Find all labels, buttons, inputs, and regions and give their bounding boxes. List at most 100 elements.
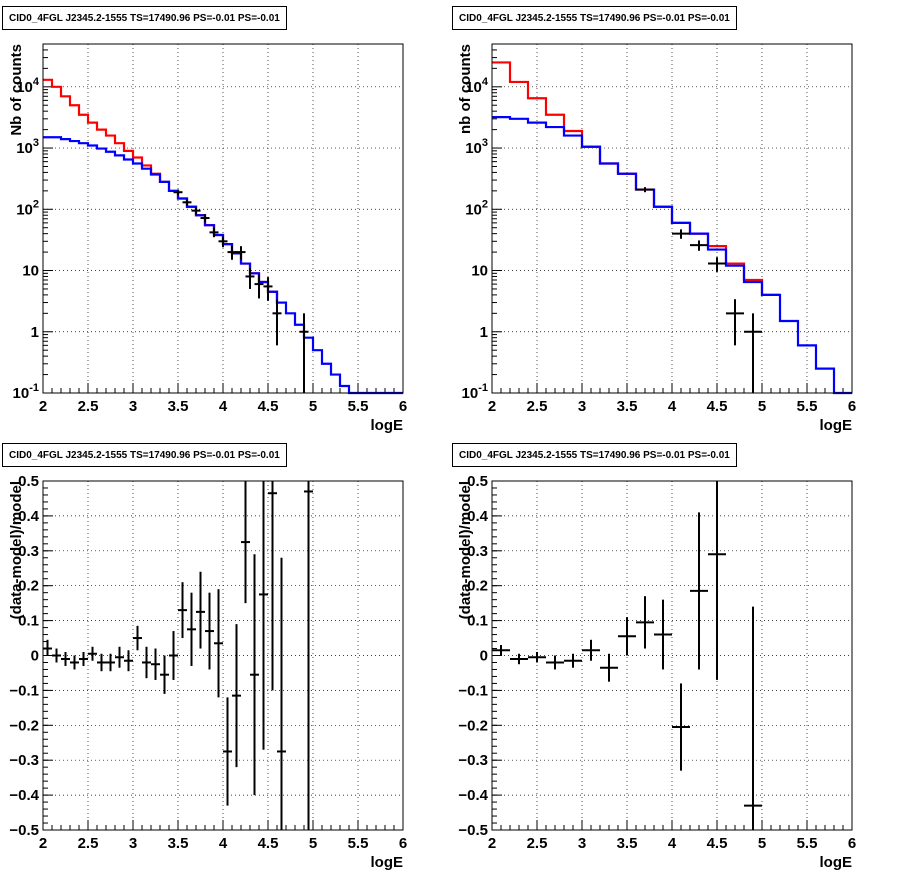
data-point (272, 299, 282, 346)
residual-plot-fine: 2 2.5 3 3.5 4 4.5 5 5.5 6 −0.5 −0.4 −0.3 −0.2 −0.1 0 0.… (8, 473, 407, 871)
x-tick-label: 5.5 (797, 398, 818, 415)
y-tick-label: 103 (465, 137, 488, 157)
data-point (259, 481, 268, 750)
data-point (245, 267, 255, 289)
data-point (70, 655, 79, 670)
x-tick-labels: 2 2.5 3 3.5 4 4.5 5 5.5 6 (39, 398, 407, 415)
y-tick-label: 0.4 (18, 508, 40, 525)
data-point (510, 653, 528, 665)
y-tick-label: 0.3 (18, 543, 39, 560)
data-point (191, 207, 201, 215)
y-tick-label: −0.1 (9, 682, 39, 699)
data-point (277, 557, 286, 830)
x-tick-label: 4 (668, 835, 677, 852)
x-tick-label: 6 (399, 398, 407, 415)
x-tick-label: 3.5 (168, 398, 189, 415)
x-tick-label: 5 (758, 398, 766, 415)
y-tick-label: −0.3 (458, 752, 488, 769)
x-tick-label: 4 (668, 398, 677, 415)
data-point (492, 645, 510, 656)
x-tick-label: 3 (129, 398, 137, 415)
x-tick-label: 3.5 (617, 398, 638, 415)
y-tick-label: −0.4 (458, 787, 488, 804)
y-tick-label: 0.3 (467, 543, 488, 560)
data-point (124, 650, 133, 672)
y-tick-label: 103 (16, 137, 39, 157)
data-points (492, 481, 762, 830)
data-point (744, 606, 762, 830)
y-tick-exponent: -1 (29, 382, 39, 394)
data-point (43, 639, 52, 656)
y-tick-base: 10 (465, 140, 482, 157)
panel-3-title: CID0_4FGL J2345.2-1555 TS=17490.96 PS=-0… (2, 443, 287, 467)
y-axis-title: nb of counts (457, 44, 474, 134)
data-point (223, 697, 232, 806)
x-tick-label: 6 (848, 398, 856, 415)
x-tick-label: 4.5 (707, 835, 728, 852)
data-point (182, 199, 192, 206)
data-point (133, 625, 142, 651)
panel-2-title: CID0_4FGL J2345.2-1555 TS=17490.96 PS=-0… (452, 6, 737, 30)
x-axis-title: logE (371, 417, 404, 434)
x-tick-label: 4.5 (258, 835, 279, 852)
x-tick-label: 3 (129, 835, 137, 852)
y-tick-label: −0.5 (458, 822, 488, 839)
data-point (151, 648, 160, 680)
data-point (187, 592, 196, 666)
y-tick-label: 0.5 (467, 473, 488, 490)
x-tick-label: 2.5 (78, 835, 99, 852)
y-tick-label: 0.2 (467, 578, 488, 595)
y-tick-label: 0.1 (467, 613, 488, 630)
x-tick-labels: 2 2.5 3 3.5 4 4.5 5 5.5 6 (488, 398, 856, 415)
data-point (236, 246, 246, 260)
x-tick-label: 4 (219, 398, 228, 415)
y-tick-label: 0.2 (18, 578, 39, 595)
grid (43, 481, 403, 830)
x-tick-labels: 2 2.5 3 3.5 4 4.5 5 5.5 6 (39, 835, 407, 852)
y-tick-base: 10 (462, 385, 479, 402)
data-point (528, 652, 546, 663)
data-points (173, 189, 309, 393)
ticks (42, 49, 404, 394)
y-tick-exponent: 4 (482, 76, 489, 88)
y-tick-label: −0.2 (458, 717, 488, 734)
counts-plot-fine: 2 2.5 3 3.5 4 4.5 5 5.5 610-1110102103104logENb … (8, 43, 407, 434)
data-point (618, 617, 636, 656)
data-point (582, 639, 600, 661)
series-2-histogram (43, 136, 403, 395)
grid (492, 481, 852, 830)
x-tick-label: 4.5 (707, 398, 728, 415)
data-point (88, 646, 97, 661)
plot-frame (491, 43, 853, 394)
x-tick-label: 2.5 (527, 398, 548, 415)
data-point (708, 257, 726, 272)
data-point (214, 589, 223, 698)
y-tick-labels: −0.5 −0.4 −0.3 −0.2 −0.1 0 0.1 0.2 0.3 0.4 0.5 (9, 473, 39, 839)
x-tick-label: 6 (399, 835, 407, 852)
plot-frame (42, 43, 404, 394)
x-tick-label: 2 (488, 398, 496, 415)
data-point (61, 652, 70, 666)
data-point (106, 653, 115, 672)
x-tick-label: 2.5 (527, 835, 548, 852)
y-axis-title: (data-model)/model (8, 481, 25, 619)
x-axis-title: logE (820, 417, 853, 434)
x-tick-label: 6 (848, 835, 856, 852)
data-point (209, 227, 219, 238)
y-tick-base: 10 (465, 201, 482, 218)
data-point (690, 240, 708, 251)
data-point (268, 481, 277, 691)
data-point (254, 274, 264, 299)
y-tick-label: −0.5 (9, 822, 39, 839)
data-point (160, 655, 169, 694)
x-tick-label: 3 (578, 398, 586, 415)
y-tick-label: 104 (465, 76, 489, 96)
data-point (708, 481, 726, 680)
y-tick-label: 102 (16, 198, 39, 218)
y-axis-title: Nb of counts (8, 44, 25, 136)
data-point (241, 481, 250, 604)
data-points (636, 187, 762, 393)
x-axis-title: logE (371, 854, 404, 871)
